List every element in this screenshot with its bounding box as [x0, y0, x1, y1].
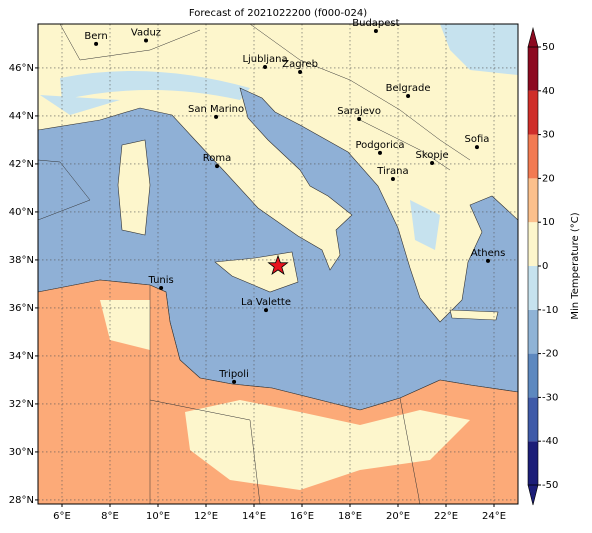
colorbar-band [528, 353, 538, 398]
y-tick-label: 30°N [9, 447, 34, 458]
colorbar-tick-label: 50 [542, 42, 555, 53]
colorbar-band [528, 222, 538, 266]
colorbar-band [528, 47, 538, 91]
y-tick-label: 32°N [9, 399, 34, 410]
city-dot [373, 28, 378, 33]
x-tick-label: 14°E [242, 511, 266, 522]
city-dot [159, 286, 164, 290]
city-dot [232, 379, 237, 384]
city-dot [298, 70, 303, 74]
y-tick-label: 28°N [9, 495, 34, 506]
city-label: Zagreb [282, 59, 318, 70]
city-label: Tunis [147, 275, 173, 286]
colorbar-label: Min Temperature (°C) [570, 212, 581, 319]
city-label: Tripoli [218, 369, 249, 380]
colorbar-band [528, 397, 538, 442]
colorbar-extend [527, 26, 539, 48]
y-tick-label: 42°N [9, 159, 34, 170]
city-dot [406, 94, 411, 98]
city-label: Podgorica [355, 140, 404, 151]
forecast-point [267, 254, 289, 275]
x-tick-label: 12°E [194, 511, 218, 522]
city-dot [94, 41, 99, 46]
city-dot [474, 145, 479, 150]
x-tick-label: 22°E [434, 511, 458, 522]
x-tick-label: 24°E [482, 511, 506, 522]
colorbar-band [528, 90, 538, 135]
cold-zone [40, 24, 518, 250]
city-label: Tirana [376, 166, 408, 177]
city-label: Sarajevo [337, 106, 381, 117]
city-dot [357, 117, 362, 122]
colorbar-band [528, 134, 538, 179]
y-tick-label: 46°N [9, 63, 34, 74]
city-label: Ljubljana [242, 54, 287, 65]
colorbar-tick-label: 10 [542, 217, 555, 228]
colorbar-band [528, 178, 538, 223]
city-label: Roma [203, 153, 232, 164]
city-label: Bern [84, 31, 107, 42]
map-area [38, 24, 518, 504]
city-label: La Valette [241, 297, 291, 308]
x-tick-label: 6°E [53, 511, 71, 522]
colorbar-tick-label: -10 [542, 305, 558, 316]
city-label: Vaduz [131, 28, 161, 39]
x-tick-label: 10°E [146, 511, 170, 522]
colorbar-tick-label: 0 [542, 261, 548, 272]
title: Forecast of 2021022200 (f000-024) [189, 8, 367, 19]
city-dot [378, 150, 382, 155]
city-label: Belgrade [386, 83, 431, 94]
colorbar-tick-label: -40 [542, 436, 558, 447]
y-tick-label: 36°N [9, 303, 34, 314]
city-dot [430, 160, 435, 165]
city-dot [215, 164, 220, 169]
borders [38, 24, 471, 504]
colorbar-extend [527, 484, 539, 506]
x-tick-label: 16°E [290, 511, 314, 522]
colorbar-tick-label: 40 [542, 86, 555, 97]
colorbar-band [528, 441, 538, 485]
island [117, 139, 151, 236]
city-dot [390, 177, 395, 182]
city-label: Skopje [415, 150, 448, 161]
x-tick-label: 8°E [101, 511, 119, 522]
colorbar-band [528, 309, 538, 354]
city-label: Athens [471, 248, 506, 259]
y-tick-label: 44°N [9, 111, 34, 122]
x-tick-label: 20°E [386, 511, 410, 522]
colorbar-tick-label: -50 [542, 480, 558, 491]
city-dot [263, 64, 268, 69]
island [449, 309, 499, 321]
city-label: San Marino [188, 104, 244, 115]
x-tick-label: 18°E [338, 511, 362, 522]
colorbar-tick-label: -20 [542, 349, 558, 360]
city-label: Budapest [352, 18, 399, 29]
city-dot [264, 308, 268, 313]
colorbar-tick-label: 30 [542, 130, 555, 141]
city-dot [214, 114, 219, 119]
warm-zone [100, 300, 470, 490]
y-tick-label: 40°N [9, 207, 34, 218]
city-dot [144, 38, 148, 43]
colorbar-tick-label: 20 [542, 173, 555, 184]
city-label: Sofia [465, 134, 490, 145]
city-dot [486, 258, 490, 263]
colorbar-tick-label: -30 [542, 392, 558, 403]
colorbar-band [528, 266, 538, 310]
frame [37, 23, 519, 505]
y-tick-label: 38°N [9, 255, 34, 266]
y-tick-label: 34°N [9, 351, 34, 362]
